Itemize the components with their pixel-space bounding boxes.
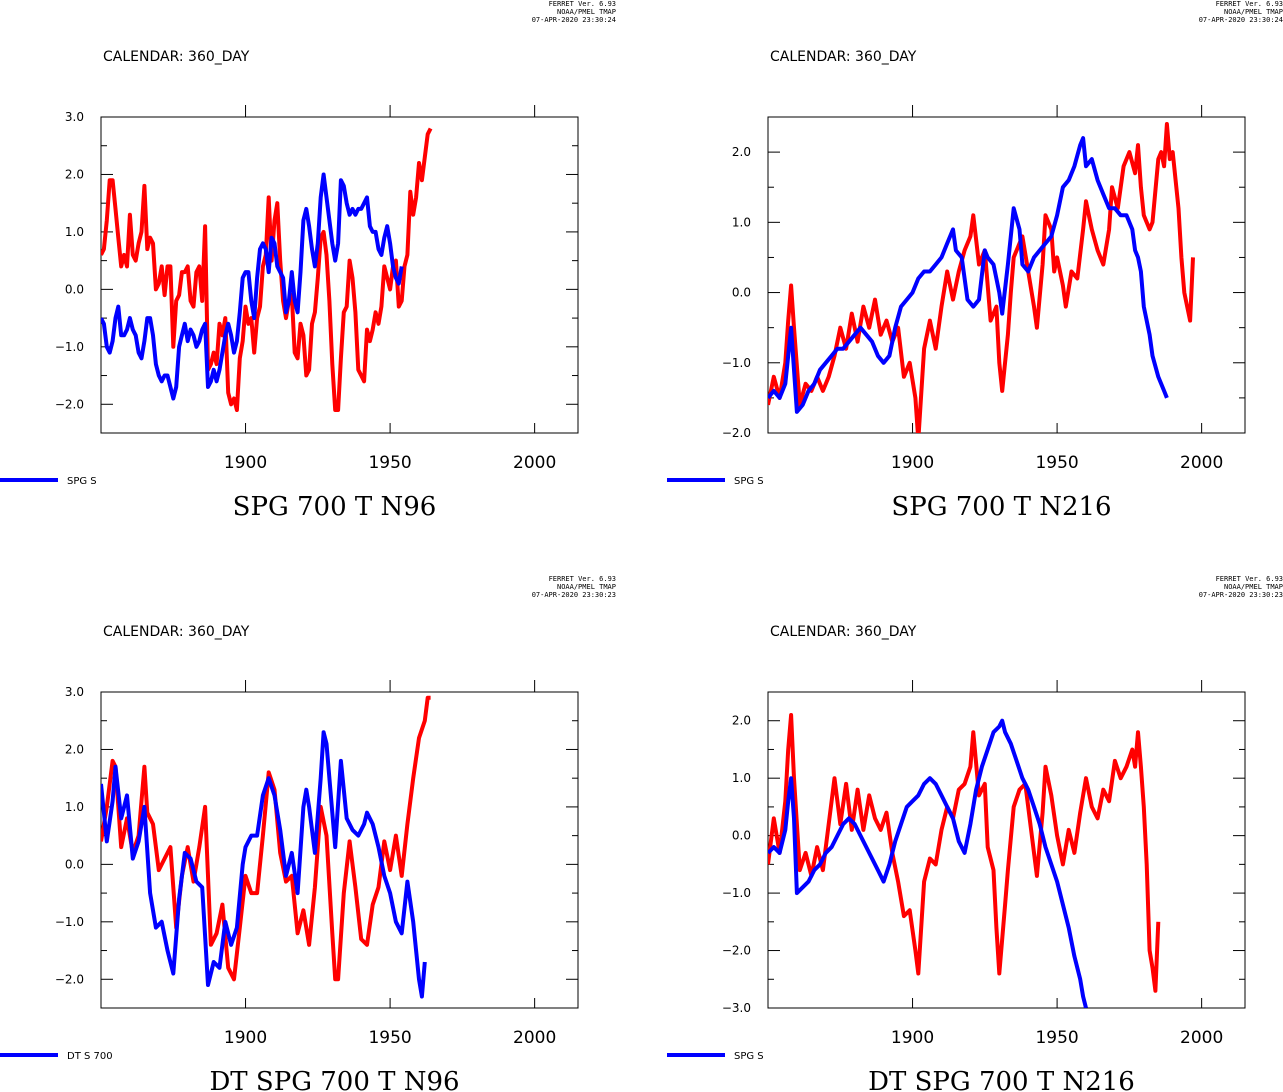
ferret-header-line: 07-APR-2020 23:30:23 (532, 591, 616, 599)
chart-title: DT SPG 700 T N96 (209, 1067, 459, 1092)
x-tick-label: 1900 (891, 1028, 934, 1048)
x-tick-label: 1950 (368, 453, 411, 473)
calendar-label: CALENDAR: 360_DAY (770, 49, 917, 65)
plot-frame (100, 116, 579, 434)
plot-frame (767, 116, 1246, 434)
ferret-header-line: 07-APR-2020 23:30:23 (1199, 591, 1283, 599)
chart-title: SPG 700 T N96 (233, 492, 437, 522)
legend-label: SPG S (734, 1051, 764, 1062)
x-tick-label: 1950 (1035, 453, 1078, 473)
x-tick-label: 1900 (224, 1028, 267, 1048)
ferret-header-line: NOAA/PMEL TMAP (1224, 8, 1283, 16)
y-tick-label: −2.0 (55, 972, 84, 986)
y-tick-label: 2.0 (732, 714, 751, 728)
y-tick-label: −2.0 (55, 397, 84, 411)
x-tick-label: 2000 (513, 453, 556, 473)
red-series-line (768, 122, 1195, 433)
y-tick-label: 1.0 (732, 771, 751, 785)
chart-title: SPG 700 T N216 (891, 492, 1111, 522)
blue-series-line (768, 136, 1169, 414)
x-tick-label: 1950 (368, 1028, 411, 1048)
x-tick-label: 2000 (513, 1028, 556, 1048)
y-tick-label: 2.0 (65, 742, 84, 756)
y-tick-label: 0.0 (732, 829, 751, 843)
chart-title: DT SPG 700 T N216 (868, 1067, 1135, 1092)
x-tick-label: 2000 (1180, 453, 1223, 473)
y-tick-label: −1.0 (722, 886, 751, 900)
red-series-line (101, 127, 433, 412)
y-tick-label: −1.0 (55, 340, 84, 354)
legend-label: SPG S (67, 476, 97, 487)
calendar-label: CALENDAR: 360_DAY (103, 624, 250, 640)
blue-series-line (101, 730, 427, 999)
y-tick-label: 1.0 (732, 215, 751, 229)
y-tick-label: −3.0 (722, 1001, 751, 1015)
y-tick-label: −1.0 (722, 356, 751, 370)
red-series-line (768, 713, 1161, 993)
x-tick-label: 1900 (891, 453, 934, 473)
ferret-header-line: FERRET Ver. 6.93 (549, 575, 616, 583)
legend-label: SPG S (734, 476, 764, 487)
y-tick-label: −2.0 (722, 426, 751, 440)
y-tick-label: 0.0 (732, 286, 751, 300)
y-tick-label: 1.0 (65, 800, 84, 814)
ferret-header-line: NOAA/PMEL TMAP (1224, 583, 1283, 591)
y-tick-label: 3.0 (65, 110, 84, 124)
x-tick-label: 1900 (224, 453, 267, 473)
ferret-header-line: 07-APR-2020 23:30:24 (532, 16, 616, 24)
y-tick-label: 3.0 (65, 685, 84, 699)
calendar-label: CALENDAR: 360_DAY (770, 624, 917, 640)
plot-frame (100, 691, 579, 1009)
ferret-header-line: FERRET Ver. 6.93 (549, 0, 616, 8)
ferret-header-line: NOAA/PMEL TMAP (557, 583, 616, 591)
ferret-header-line: FERRET Ver. 6.93 (1216, 0, 1283, 8)
y-tick-label: 0.0 (65, 282, 84, 296)
blue-series-line (768, 718, 1088, 1008)
x-tick-label: 2000 (1180, 1028, 1223, 1048)
y-tick-label: 0.0 (65, 857, 84, 871)
calendar-label: CALENDAR: 360_DAY (103, 49, 250, 65)
red-series-line (101, 695, 431, 982)
ferret-header-line: NOAA/PMEL TMAP (557, 8, 616, 16)
y-tick-label: −2.0 (722, 944, 751, 958)
y-tick-label: 2.0 (732, 145, 751, 159)
ferret-header-line: FERRET Ver. 6.93 (1216, 575, 1283, 583)
ferret-header-line: 07-APR-2020 23:30:24 (1199, 16, 1283, 24)
y-tick-label: 2.0 (65, 167, 84, 181)
blue-series-line (101, 172, 404, 401)
legend-label: DT S 700 (67, 1051, 113, 1062)
y-tick-label: 1.0 (65, 225, 84, 239)
y-tick-label: −1.0 (55, 915, 84, 929)
x-tick-label: 1950 (1035, 1028, 1078, 1048)
